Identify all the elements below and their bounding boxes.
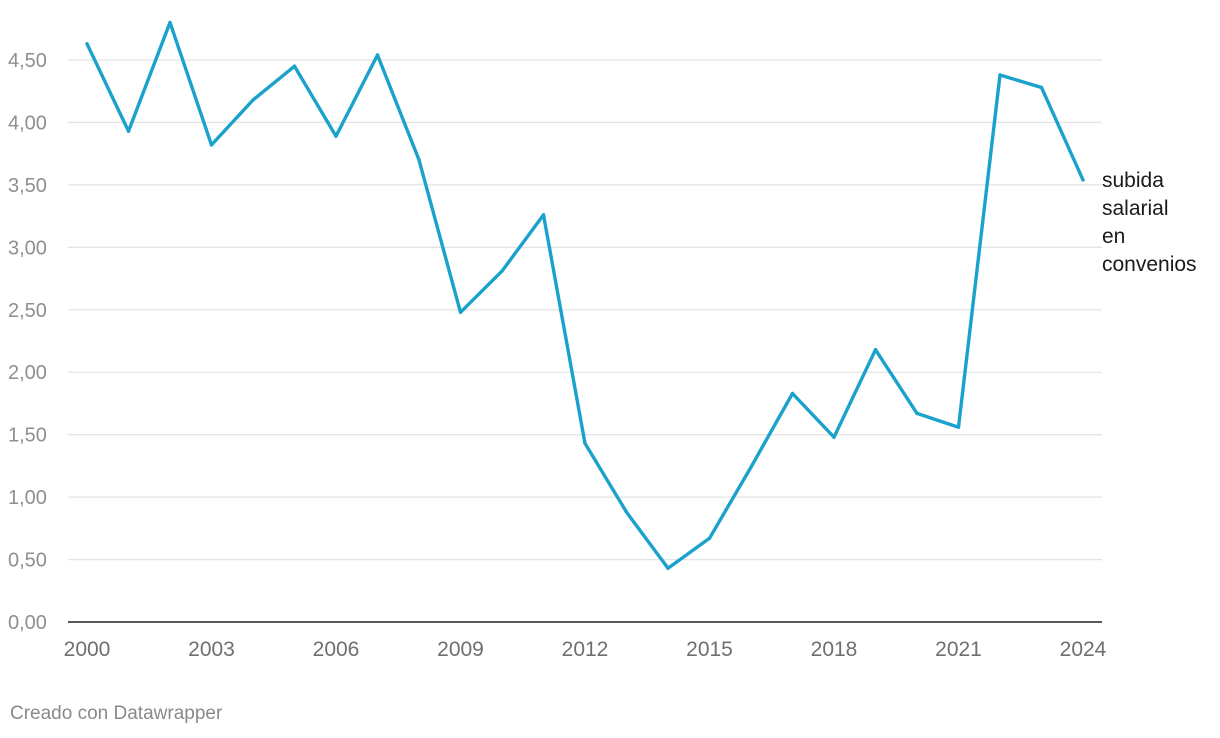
y-tick-label: 3,50 <box>8 175 47 197</box>
data-point <box>334 134 338 138</box>
series-label-line: en <box>1102 225 1125 248</box>
x-tick-label: 2000 <box>64 638 111 661</box>
data-point <box>417 158 421 162</box>
gridlines <box>68 59 1102 623</box>
data-point <box>292 64 297 68</box>
data-point <box>583 441 587 446</box>
y-tick-label: 4,00 <box>8 112 47 134</box>
line-chart: 0,00 0,50 1,00 1,50 2,00 2,50 3,00 3,50 4,00 4,50… <box>8 20 1197 661</box>
series-line <box>85 20 1085 570</box>
y-tick-label: 2,50 <box>8 300 47 322</box>
data-point <box>915 411 919 416</box>
y-tick-label: 3,00 <box>8 237 47 259</box>
data-point <box>85 42 89 46</box>
data-point <box>209 143 214 147</box>
data-point <box>790 391 795 396</box>
data-point <box>541 213 546 217</box>
credit-text: Creado con Datawrapper <box>10 703 223 724</box>
data-point <box>458 310 463 314</box>
data-point <box>707 536 712 541</box>
y-tick-label: 1,00 <box>8 487 47 509</box>
x-axis-ticks: 2000 2003 2006 2009 2012 2015 2018 2021 2024 <box>64 638 1107 661</box>
data-point <box>998 73 1002 77</box>
data-point <box>749 465 753 469</box>
x-tick-label: 2015 <box>686 638 733 661</box>
data-point <box>500 269 504 273</box>
y-tick-label: 1,50 <box>8 425 47 447</box>
x-tick-label: 2006 <box>313 638 360 661</box>
data-point <box>832 435 836 439</box>
data-point <box>168 20 172 25</box>
data-point <box>126 129 131 133</box>
series-label-line: convenios <box>1102 253 1197 276</box>
data-point <box>251 98 255 102</box>
data-point <box>1081 178 1085 182</box>
x-tick-label: 2009 <box>437 638 484 661</box>
y-tick-label: 4,50 <box>8 50 47 72</box>
data-point <box>375 53 380 57</box>
series-layer <box>85 20 1085 570</box>
y-tick-label: 0,00 <box>8 612 47 634</box>
series-label: subida salarial en convenios <box>1102 169 1197 276</box>
data-point <box>624 510 629 514</box>
data-point <box>1039 85 1044 90</box>
x-tick-label: 2003 <box>188 638 235 661</box>
x-tick-label: 2024 <box>1060 638 1107 661</box>
data-point <box>666 566 670 570</box>
data-point <box>873 348 878 352</box>
x-tick-label: 2012 <box>562 638 609 661</box>
series-label-line: salarial <box>1102 197 1169 220</box>
y-tick-label: 0,50 <box>8 550 47 572</box>
data-point <box>956 425 961 429</box>
y-axis-ticks: 0,00 0,50 1,00 1,50 2,00 2,50 3,00 3,50 4,00 4,50 <box>8 50 47 634</box>
x-tick-label: 2018 <box>811 638 858 661</box>
series-label-line: subida <box>1102 169 1164 192</box>
x-tick-label: 2021 <box>935 638 982 661</box>
y-tick-label: 2,00 <box>8 362 47 384</box>
